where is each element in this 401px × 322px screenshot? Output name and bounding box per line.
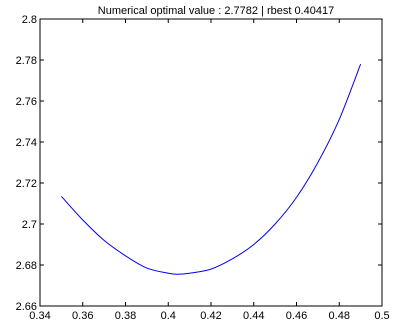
axis-tick-labels: 0.34 0.36 0.38 0.4 0.42 0.44 0.46 0.48 0.5 2.66 2.… xyxy=(16,14,390,322)
x-tick-label: 0.48 xyxy=(329,310,350,322)
series-line xyxy=(61,63,362,275)
y-tick-label: 2.76 xyxy=(16,96,37,108)
x-tick-label: 0.42 xyxy=(200,310,221,322)
y-tick-label: 2.78 xyxy=(16,55,37,67)
x-tick-label: 0.46 xyxy=(286,310,307,322)
y-tick-label: 2.8 xyxy=(22,14,37,26)
x-tick-label: 0.5 xyxy=(374,310,389,322)
y-tick-label: 2.66 xyxy=(16,301,37,313)
chart-title: Numerical optimal value : 2.7782 | rbest… xyxy=(98,5,334,17)
x-tick-label: 0.44 xyxy=(243,310,264,322)
axis-ticks xyxy=(39,18,383,307)
plot-frame xyxy=(39,18,383,307)
x-tick-label: 0.38 xyxy=(115,310,136,322)
x-tick-label: 0.4 xyxy=(161,310,176,322)
y-tick-label: 2.7 xyxy=(22,219,37,231)
x-tick-label: 0.36 xyxy=(72,310,93,322)
y-tick-label: 2.74 xyxy=(16,137,37,149)
x-tick-label: 0.34 xyxy=(29,310,50,322)
y-tick-label: 2.72 xyxy=(16,178,37,190)
y-tick-label: 2.68 xyxy=(16,260,37,272)
